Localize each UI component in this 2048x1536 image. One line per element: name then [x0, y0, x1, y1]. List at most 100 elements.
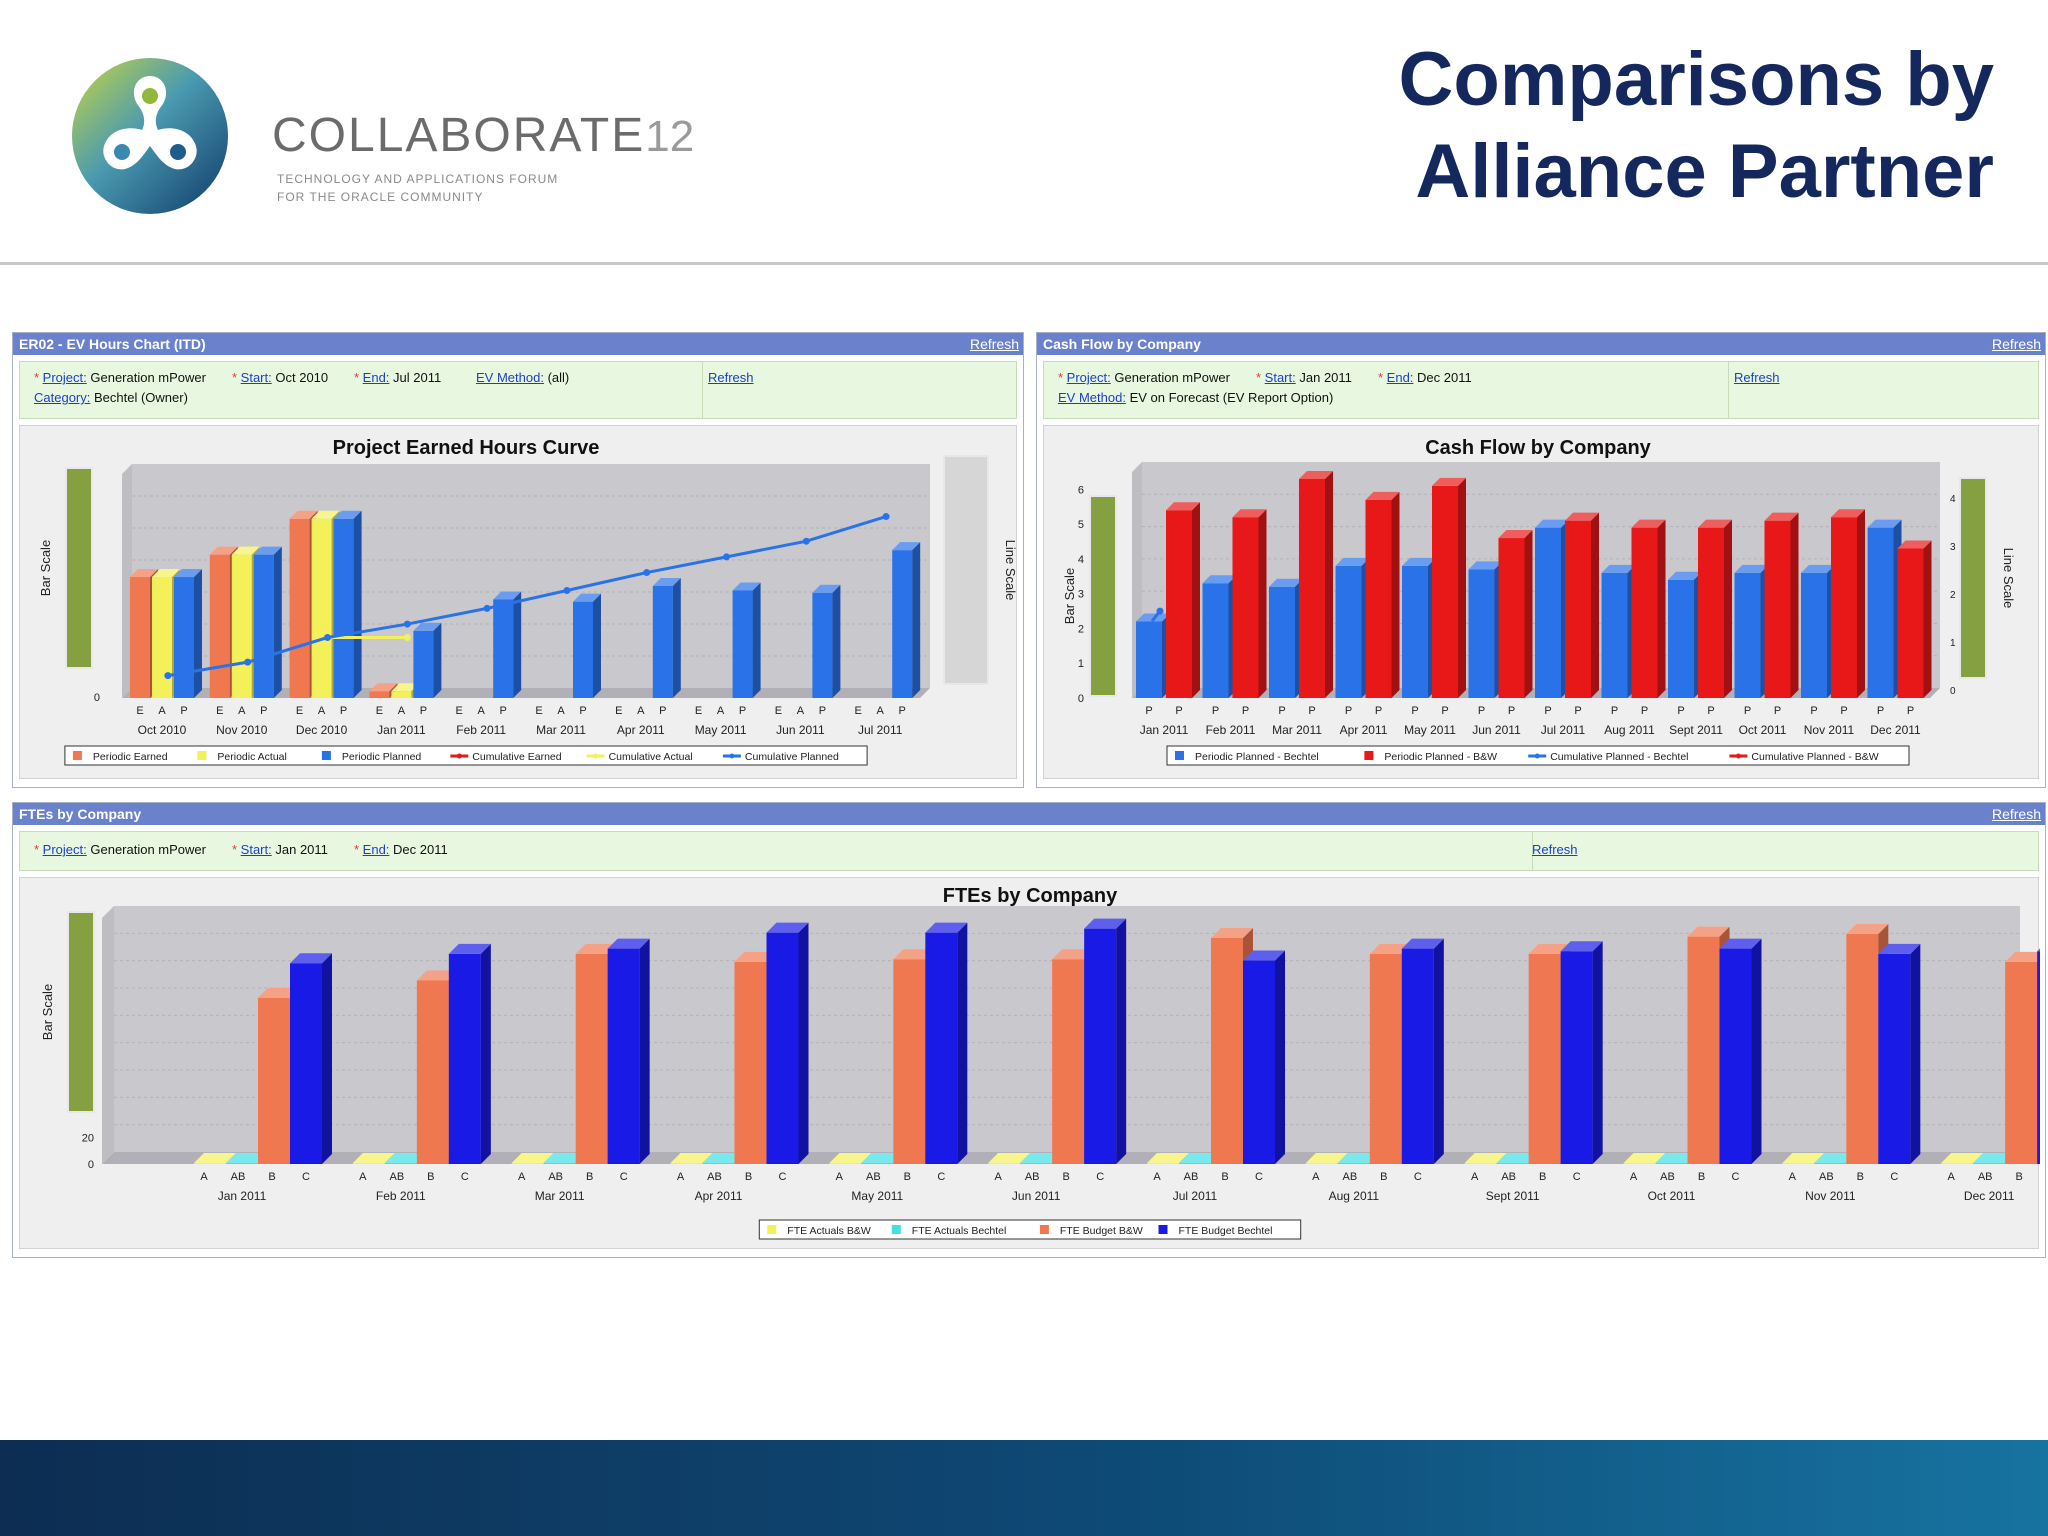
cash-bar	[1867, 519, 1902, 698]
cash-y-tick: 3	[1078, 589, 1084, 601]
ev-method-link[interactable]: EV Method:	[476, 370, 544, 385]
fte-project-link[interactable]: Project:	[42, 842, 87, 857]
fte-panel: FTEs by Company Refresh * Project: Gener…	[12, 802, 2048, 1258]
ev-category-link[interactable]: Category:	[34, 390, 91, 405]
fte-legend-box	[758, 1219, 1302, 1240]
tagline-line-1: TECHNOLOGY AND APPLICATIONS FORUM	[277, 172, 559, 186]
cash-method-link[interactable]: EV Method:	[1058, 390, 1126, 405]
ev-bar	[493, 591, 522, 698]
ev-subcategory-label: P	[340, 705, 347, 717]
brand-number: 12	[645, 112, 695, 161]
fte-subcategory-label: AB	[1501, 1171, 1516, 1183]
fte-header-refresh-link[interactable]: Refresh	[1991, 806, 2041, 822]
cash-project-link[interactable]: Project:	[1066, 370, 1111, 385]
ev-bar	[413, 622, 442, 698]
fte-subcategory-label: A	[359, 1171, 367, 1183]
ev-line-point	[723, 553, 730, 561]
cash-subcategory-label: P	[1345, 705, 1352, 717]
fte-subcategory-label: C	[1414, 1171, 1422, 1183]
cash-flow-panel: Cash Flow by Company Refresh * Project: …	[1036, 332, 2046, 788]
cash-flow-header-refresh-link[interactable]: Refresh	[1991, 336, 2041, 352]
ev-project-value: Generation mPower	[90, 370, 206, 385]
cash-bar	[1535, 519, 1569, 698]
cash-legend-label: Cumulative Planned - Bechtel	[1550, 751, 1688, 763]
fte-subcategory-label: AB	[866, 1171, 881, 1183]
ev-hours-header-refresh-link[interactable]: Refresh	[969, 336, 1019, 352]
ev-category-label: Apr 2011	[617, 723, 665, 737]
cash-subcategory-label: P	[1707, 705, 1714, 717]
ev-chart-title: Project Earned Hours Curve	[333, 437, 600, 459]
ev-start-link[interactable]: Start:	[240, 370, 272, 385]
cash-bar	[1232, 509, 1267, 698]
cash-legend-label: Periodic Planned - B&W	[1384, 751, 1497, 763]
cash-bar	[1897, 540, 1932, 698]
fte-project-value: Generation mPower	[90, 842, 206, 857]
cash-subcategory-label: P	[1175, 705, 1182, 717]
fte-bar	[766, 922, 809, 1164]
ev-end-link[interactable]: End:	[362, 370, 390, 385]
ev-project-link[interactable]: Project:	[42, 370, 87, 385]
ev-subcategory-label: A	[318, 705, 326, 717]
cash-start-link[interactable]: Start:	[1264, 370, 1296, 385]
cash-category-label: Dec 2011	[1870, 723, 1921, 737]
fte-legend-label: FTE Actuals Bechtel	[912, 1225, 1007, 1237]
fte-bar-scale	[67, 911, 95, 1113]
ev-subcategory-label: E	[615, 705, 622, 717]
ev-category-label: Jan 2011	[377, 723, 426, 737]
fte-panel-header: FTEs by Company Refresh	[13, 803, 2045, 825]
fte-subcategory-label: B	[904, 1171, 911, 1183]
fte-y-tick: 0	[88, 1159, 94, 1171]
fte-category-label: Oct 2011	[1648, 1189, 1696, 1203]
ev-subcategory-label: P	[260, 705, 267, 717]
ev-legend-label: Periodic Actual	[217, 751, 286, 763]
ev-start-value: Oct 2010	[275, 370, 329, 385]
fte-subcategory-label: A	[200, 1171, 208, 1183]
ev-legend-marker	[729, 753, 735, 759]
fte-subcategory-label: C	[937, 1171, 945, 1183]
ev-subcategory-label: P	[899, 705, 906, 717]
fte-end-link[interactable]: End:	[362, 842, 390, 857]
ev-subcategory-label: E	[136, 705, 143, 717]
fte-chart-title: FTEs by Company	[943, 885, 1118, 907]
ev-hours-params: * Project: Generation mPower * Start: Oc…	[19, 361, 1017, 419]
fte-subcategory-label: A	[1471, 1171, 1479, 1183]
cash-line-point	[1156, 607, 1164, 615]
ev-subcategory-label: P	[659, 705, 666, 717]
cash-category-label: Jul 2011	[1541, 723, 1586, 737]
cash-category-label: Mar 2011	[1272, 723, 1322, 737]
fte-legend-swatch	[1039, 1225, 1049, 1234]
ev-category-label: Feb 2011	[456, 723, 506, 737]
cash-flow-chart: Cash Flow by Company Bar Scale Line Scale 0…	[1062, 437, 2016, 766]
cash-bar	[1801, 564, 1835, 698]
fte-bar	[925, 922, 968, 1164]
fte-start-link[interactable]: Start:	[240, 842, 272, 857]
ev-line-point	[324, 634, 331, 642]
cash-subcategory-label: P	[1840, 705, 1847, 717]
fte-subcategory-label: AB	[707, 1171, 722, 1183]
ev-line-point	[882, 513, 890, 521]
ev-params-refresh-link[interactable]: Refresh	[708, 370, 754, 385]
fte-bar	[2037, 941, 2048, 1164]
fte-subcategory-label: A	[1312, 1171, 1320, 1183]
fte-subcategory-label: B	[1539, 1171, 1546, 1183]
cash-end-link[interactable]: End:	[1386, 370, 1414, 385]
fte-subcategory-label: A	[836, 1171, 844, 1183]
brand-word: COLLABORATE	[272, 109, 646, 162]
cash-category-label: Oct 2011	[1739, 723, 1787, 737]
cash-bar	[1831, 509, 1865, 698]
fte-legend-swatch	[767, 1225, 777, 1234]
slide-title-line-2: Alliance Partner	[1415, 129, 1994, 214]
fte-subcategory-label: B	[2015, 1171, 2022, 1183]
cash-y-tick: 5	[1078, 519, 1084, 531]
cash-params-refresh-link[interactable]: Refresh	[1734, 370, 1780, 385]
fte-params-divider	[1532, 832, 1533, 870]
ev-line-point	[643, 569, 651, 577]
ev-subcategory-label: A	[797, 705, 805, 717]
cash-subcategory-label: P	[1478, 705, 1485, 717]
fte-params-refresh-link[interactable]: Refresh	[1532, 842, 1578, 857]
fte-subcategory-label: A	[1947, 1171, 1955, 1183]
cash-category-label: Apr 2011	[1340, 723, 1388, 737]
fte-subcategory-label: AB	[1025, 1171, 1040, 1183]
ev-category-label: Jun 2011	[776, 723, 825, 737]
fte-subcategory-label: C	[620, 1171, 628, 1183]
